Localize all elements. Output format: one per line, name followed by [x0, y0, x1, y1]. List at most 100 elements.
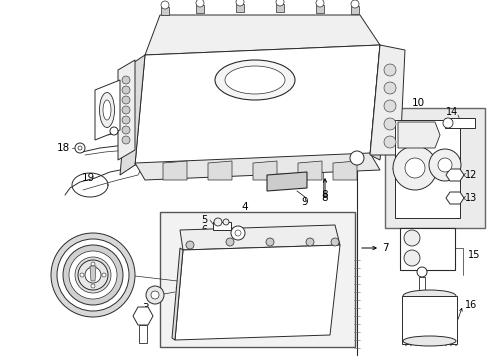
- Polygon shape: [135, 153, 379, 180]
- Polygon shape: [180, 225, 339, 250]
- Circle shape: [102, 273, 106, 277]
- Circle shape: [91, 262, 95, 266]
- Polygon shape: [369, 45, 389, 160]
- Circle shape: [265, 238, 273, 246]
- Polygon shape: [145, 15, 379, 55]
- Circle shape: [122, 76, 130, 84]
- Text: 3: 3: [142, 303, 148, 313]
- Text: 17: 17: [101, 115, 114, 125]
- Bar: [315, 5, 324, 13]
- Circle shape: [214, 218, 222, 226]
- Circle shape: [437, 158, 451, 172]
- Circle shape: [196, 0, 203, 7]
- Circle shape: [383, 118, 395, 130]
- Polygon shape: [172, 248, 183, 340]
- Circle shape: [383, 136, 395, 148]
- Polygon shape: [207, 161, 231, 180]
- Text: 8: 8: [321, 190, 327, 200]
- Polygon shape: [394, 120, 459, 218]
- Circle shape: [51, 233, 135, 317]
- Text: 7: 7: [381, 243, 387, 253]
- Text: 13: 13: [464, 193, 476, 203]
- Polygon shape: [445, 192, 463, 204]
- Circle shape: [305, 238, 313, 246]
- Circle shape: [110, 127, 118, 135]
- Circle shape: [122, 126, 130, 134]
- Circle shape: [349, 151, 363, 165]
- Circle shape: [69, 251, 117, 299]
- Circle shape: [57, 239, 129, 311]
- Circle shape: [86, 268, 100, 282]
- Circle shape: [403, 250, 419, 266]
- Circle shape: [91, 284, 95, 288]
- Circle shape: [151, 291, 159, 299]
- Circle shape: [185, 241, 194, 249]
- Circle shape: [161, 1, 169, 9]
- Text: 18: 18: [56, 143, 69, 153]
- Polygon shape: [135, 45, 379, 165]
- Circle shape: [416, 267, 426, 277]
- Bar: [236, 4, 244, 12]
- Circle shape: [122, 136, 130, 144]
- Circle shape: [75, 257, 111, 293]
- Polygon shape: [118, 60, 135, 160]
- Bar: [275, 4, 284, 12]
- Bar: [384, 108, 484, 228]
- Circle shape: [225, 238, 234, 246]
- Circle shape: [78, 146, 82, 150]
- Circle shape: [383, 100, 395, 112]
- Text: 6: 6: [201, 225, 206, 235]
- Circle shape: [75, 143, 85, 153]
- Circle shape: [315, 0, 324, 7]
- Bar: [401, 296, 456, 344]
- Text: 1: 1: [218, 285, 225, 295]
- Text: 15: 15: [467, 250, 479, 260]
- Circle shape: [223, 219, 228, 225]
- Circle shape: [275, 0, 284, 6]
- Text: 8: 8: [321, 193, 327, 203]
- Circle shape: [85, 267, 101, 283]
- Polygon shape: [332, 161, 356, 180]
- Circle shape: [404, 158, 424, 178]
- Polygon shape: [95, 80, 120, 140]
- Polygon shape: [252, 161, 276, 180]
- Bar: [399, 228, 454, 270]
- Text: 4: 4: [241, 202, 248, 212]
- Circle shape: [330, 238, 338, 246]
- Circle shape: [235, 230, 241, 236]
- Circle shape: [81, 263, 105, 287]
- Bar: [418, 277, 424, 291]
- Circle shape: [403, 230, 419, 246]
- Polygon shape: [397, 122, 439, 148]
- Text: 5: 5: [201, 215, 206, 225]
- Polygon shape: [297, 161, 321, 180]
- Polygon shape: [133, 307, 153, 325]
- Circle shape: [230, 226, 244, 240]
- Bar: [350, 6, 358, 14]
- Ellipse shape: [224, 66, 285, 94]
- Circle shape: [146, 286, 163, 304]
- Polygon shape: [90, 266, 96, 281]
- Circle shape: [383, 64, 395, 76]
- Polygon shape: [175, 245, 339, 340]
- Circle shape: [236, 0, 244, 6]
- Polygon shape: [120, 55, 145, 175]
- Circle shape: [122, 86, 130, 94]
- Circle shape: [63, 245, 123, 305]
- Text: 2: 2: [174, 287, 181, 297]
- Bar: [444, 118, 474, 128]
- Circle shape: [350, 0, 358, 8]
- Circle shape: [122, 106, 130, 114]
- Bar: [213, 222, 230, 230]
- Polygon shape: [266, 172, 306, 191]
- Text: 14: 14: [445, 107, 457, 117]
- Bar: [161, 7, 169, 15]
- Ellipse shape: [402, 336, 455, 346]
- Circle shape: [78, 260, 108, 290]
- Polygon shape: [369, 45, 404, 155]
- Circle shape: [122, 116, 130, 124]
- Text: 10: 10: [410, 98, 424, 108]
- Circle shape: [392, 146, 436, 190]
- Circle shape: [80, 273, 84, 277]
- Ellipse shape: [215, 60, 294, 100]
